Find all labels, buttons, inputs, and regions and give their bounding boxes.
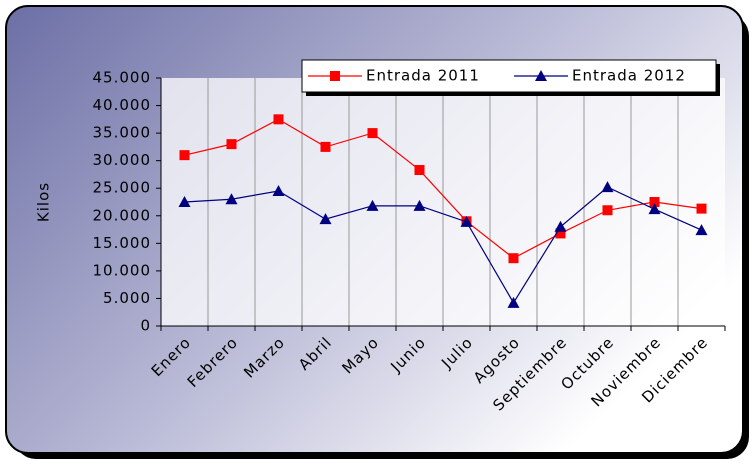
data-point xyxy=(554,220,567,232)
data-point xyxy=(649,197,660,207)
legend-label: Entrada 2011 xyxy=(366,67,480,85)
legend-label: Entrada 2012 xyxy=(572,67,686,85)
data-point xyxy=(460,215,473,227)
data-point xyxy=(413,199,426,211)
data-point xyxy=(226,139,237,150)
data-point xyxy=(648,203,661,215)
y-tick-label: 40.000 xyxy=(93,96,152,114)
data-point xyxy=(414,165,425,176)
data-point xyxy=(601,181,614,193)
data-point xyxy=(178,196,191,207)
data-point xyxy=(225,193,238,205)
series-line xyxy=(184,186,702,305)
data-point xyxy=(367,128,378,139)
y-tick-label: 15.000 xyxy=(93,234,152,252)
y-tick-label: 20.000 xyxy=(93,206,152,224)
data-point xyxy=(319,213,332,225)
y-tick-label: 0 xyxy=(140,317,151,335)
y-tick-label: 25.000 xyxy=(93,179,152,197)
y-tick-label: 5.000 xyxy=(103,289,151,307)
data-point xyxy=(507,296,520,308)
y-axis-label: Kilos xyxy=(35,182,53,222)
data-point xyxy=(695,224,708,236)
legend-marker xyxy=(330,71,340,81)
data-point xyxy=(555,228,566,239)
data-point xyxy=(272,184,285,196)
data-point xyxy=(696,203,707,214)
legend-marker xyxy=(535,70,547,81)
data-point xyxy=(508,253,519,264)
data-point xyxy=(273,114,284,125)
data-point xyxy=(366,199,379,211)
y-tick-label: 10.000 xyxy=(93,261,152,279)
data-point xyxy=(602,205,613,216)
legend xyxy=(301,59,717,93)
y-tick-label: 45.000 xyxy=(93,69,152,87)
y-tick-label: 30.000 xyxy=(93,151,152,169)
data-point xyxy=(320,141,331,152)
y-tick-label: 35.000 xyxy=(93,124,152,142)
data-point xyxy=(179,150,190,161)
series-line xyxy=(184,118,702,259)
